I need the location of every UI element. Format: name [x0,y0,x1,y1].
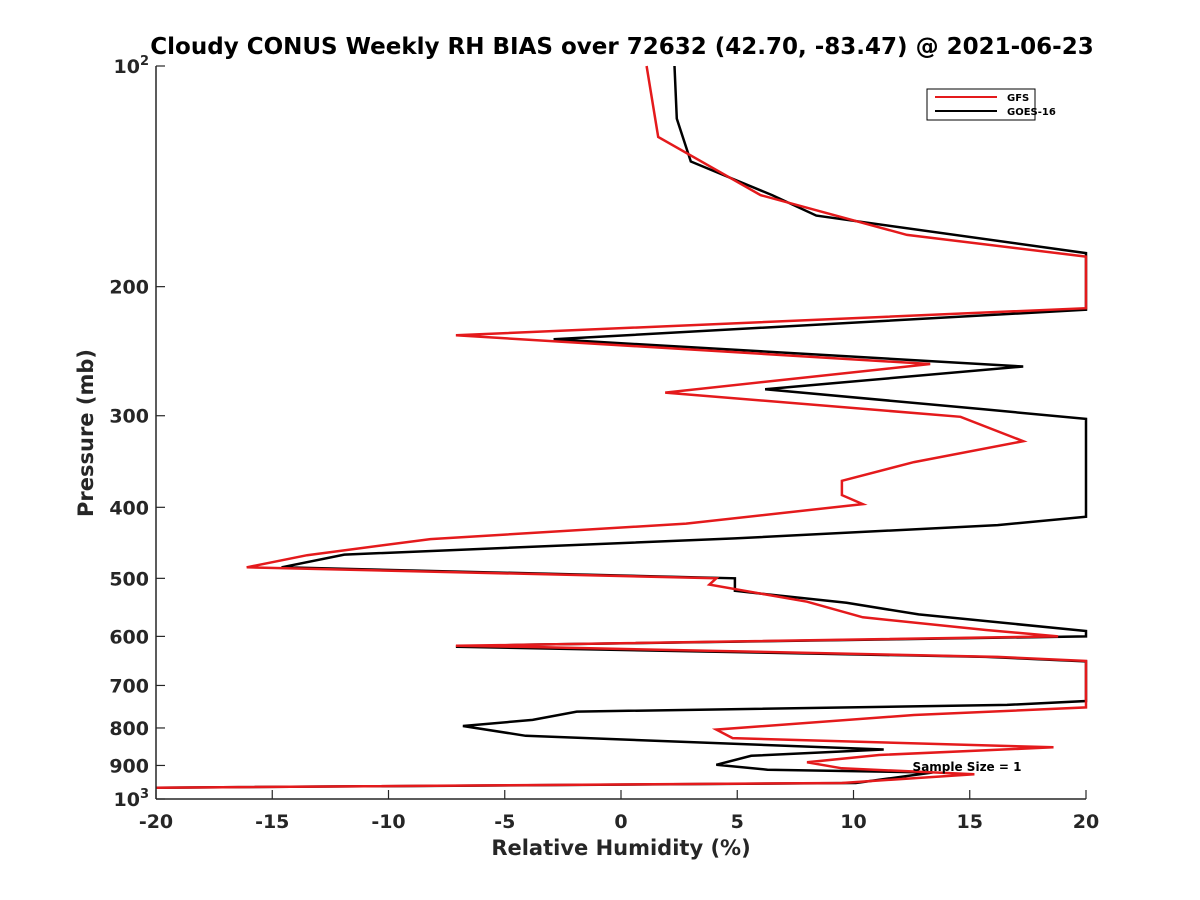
x-tick-label: 10 [840,811,866,833]
chart-title: Cloudy CONUS Weekly RH BIAS over 72632 (… [150,34,1093,60]
y-tick-label: 400 [109,497,149,519]
legend-label-goes16: GOES-16 [1007,107,1056,118]
series-line-gfs [155,65,1088,789]
plot-lines [155,65,1088,789]
y-tick-label: 700 [109,675,149,697]
x-axis-label: Relative Humidity (%) [491,836,750,860]
y-axis-label: Pressure (mb) [74,349,98,517]
x-axis-ticks: -20 -15 -10 -5 0 5 10 15 20 [139,790,1099,833]
x-tick-label: -20 [139,811,173,833]
x-tick-label: 15 [957,811,983,833]
y-axis-ticks: 102 200 300 400 500 600 700 800 900 103 [109,54,165,811]
legend-label-gfs: GFS [1007,93,1029,104]
x-tick-label: 5 [731,811,744,833]
y-tick-label: 600 [109,626,149,648]
y-tick-label: 102 [114,54,150,78]
series-line-goes16 [155,65,1088,789]
legend-box [926,88,1036,121]
y-tick-label: 200 [109,277,149,299]
y-tick-label: 900 [109,755,149,777]
legend: GFS GOES-16 [926,88,1056,121]
x-tick-label: -15 [255,811,289,833]
x-tick-label: -10 [371,811,405,833]
y-tick-label: 500 [109,568,149,590]
sample-size-annotation: Sample Size = 1 [913,760,1022,774]
y-tick-label: 300 [109,406,149,428]
x-tick-label: 0 [614,811,627,833]
x-tick-label: 20 [1073,811,1099,833]
x-tick-label: -5 [494,811,515,833]
y-tick-label: 800 [109,718,149,740]
y-tick-label: 103 [114,787,150,811]
